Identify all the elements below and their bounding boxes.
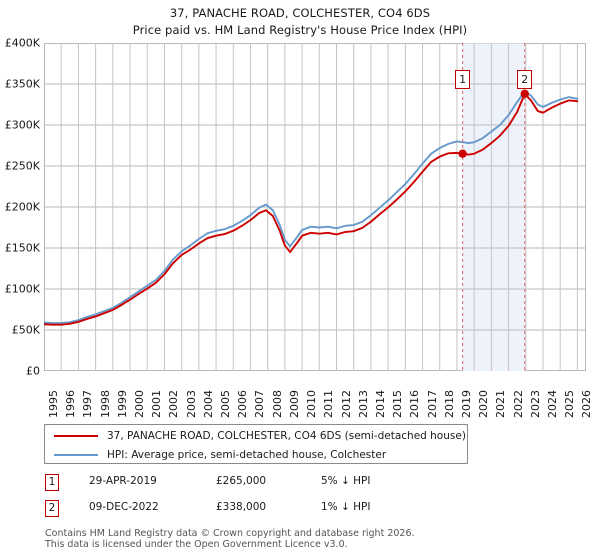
transactions-table: 1 29-APR-2019 £265,000 5% ↓ HPI 2 09-DEC-2022…: [44, 472, 524, 524]
x-axis-tick: 2015: [391, 390, 405, 418]
y-axis-tick: £350K: [4, 77, 40, 91]
x-axis-tick: 2011: [322, 390, 336, 418]
legend-item: 37, PANACHE ROAD, COLCHESTER, CO4 6DS (s…: [45, 426, 467, 446]
x-axis-tick: 2000: [133, 390, 147, 418]
x-axis-tick: 2017: [425, 390, 439, 418]
x-axis-tick: 2016: [408, 390, 422, 418]
chart-marker-2: 2: [517, 70, 533, 89]
legend-item: HPI: Average price, semi-detached house,…: [45, 445, 467, 465]
x-axis-tick: 2003: [184, 390, 198, 418]
transaction-index-badge: 1: [45, 474, 59, 491]
y-axis-tick: £100K: [4, 282, 40, 296]
transaction-hpi-delta: 1% ↓ HPI: [321, 501, 371, 513]
price-history-line-chart: [44, 43, 586, 371]
x-axis-tick: 2024: [545, 390, 559, 418]
chart-legend: 37, PANACHE ROAD, COLCHESTER, CO4 6DS (s…: [44, 424, 468, 464]
transaction-price: £265,000: [216, 475, 267, 487]
x-axis-tick: 2009: [287, 390, 301, 418]
x-axis-tick: 2010: [305, 390, 319, 418]
footer-attribution: Contains HM Land Registry data © Crown c…: [45, 528, 565, 550]
x-axis-tick: 2004: [201, 390, 215, 418]
legend-label: HPI: Average price, semi-detached house,…: [107, 449, 387, 461]
y-axis-tick: £0: [26, 364, 40, 378]
transaction-row: 1 29-APR-2019 £265,000 5% ↓ HPI: [44, 472, 524, 498]
x-axis-tick: 2023: [528, 390, 542, 418]
page-title: 37, PANACHE ROAD, COLCHESTER, CO4 6DS: [169, 6, 431, 20]
footer-line-1: Contains HM Land Registry data © Crown c…: [45, 528, 415, 539]
x-axis-tick: 2014: [373, 390, 387, 418]
x-axis-tick: 2021: [494, 390, 508, 418]
chart-marker-1: 1: [455, 70, 471, 89]
y-axis-tick: £150K: [4, 241, 40, 255]
x-axis-tick: 2025: [563, 390, 577, 418]
x-axis-tick: 2019: [459, 390, 473, 418]
x-axis-tick: 2002: [167, 390, 181, 418]
x-axis-tick: 2007: [253, 390, 267, 418]
transaction-date: 29-APR-2019: [89, 475, 157, 487]
x-axis-tick: 2022: [511, 390, 525, 418]
x-axis-tick: 1997: [81, 390, 95, 418]
y-axis: £0 £50K £100K £150K £200K £250K £300K £350K £400…: [0, 38, 44, 377]
transaction-index-badge: 2: [45, 500, 59, 517]
x-axis-tick: 1996: [64, 390, 78, 418]
x-axis-tick: 2018: [442, 390, 456, 418]
page-subtitle: Price paid vs. HM Land Registry's House …: [132, 23, 468, 37]
footer-line-2: This data is licensed under the Open Gov…: [45, 539, 348, 550]
legend-label: 37, PANACHE ROAD, COLCHESTER, CO4 6DS (s…: [107, 430, 466, 442]
x-axis-tick: 2001: [150, 390, 164, 418]
x-axis-tick: 1999: [115, 390, 129, 418]
x-axis-tick: 2006: [236, 390, 250, 418]
x-axis: 1995 1996 1997 1998 1999 2000 2001 2002 2003 2004…: [44, 374, 593, 420]
x-axis-tick: 2005: [219, 390, 233, 418]
transaction-hpi-delta: 5% ↓ HPI: [321, 475, 371, 487]
x-axis-tick: 1998: [98, 390, 112, 418]
x-axis-tick: 2020: [477, 390, 491, 418]
x-axis-tick: 2012: [339, 390, 353, 418]
transaction-price: £338,000: [216, 501, 267, 513]
y-axis-tick: £400K: [4, 36, 40, 50]
x-axis-tick: 1995: [47, 390, 60, 418]
legend-line-swatch: [54, 454, 98, 456]
transaction-date: 09-DEC-2022: [89, 501, 159, 513]
x-axis-tick: 2008: [270, 390, 284, 418]
y-axis-tick: £50K: [11, 323, 40, 337]
x-axis-tick: 2026: [580, 390, 594, 418]
transaction-row: 2 09-DEC-2022 £338,000 1% ↓ HPI: [44, 498, 524, 524]
y-axis-tick: £300K: [4, 118, 40, 132]
legend-line-swatch: [54, 435, 98, 437]
x-axis-tick: 2013: [356, 390, 370, 418]
y-axis-tick: £200K: [4, 200, 40, 214]
y-axis-tick: £250K: [4, 159, 40, 173]
chart-title-block: 37, PANACHE ROAD, COLCHESTER, CO4 6DS Pr…: [0, 0, 600, 38]
